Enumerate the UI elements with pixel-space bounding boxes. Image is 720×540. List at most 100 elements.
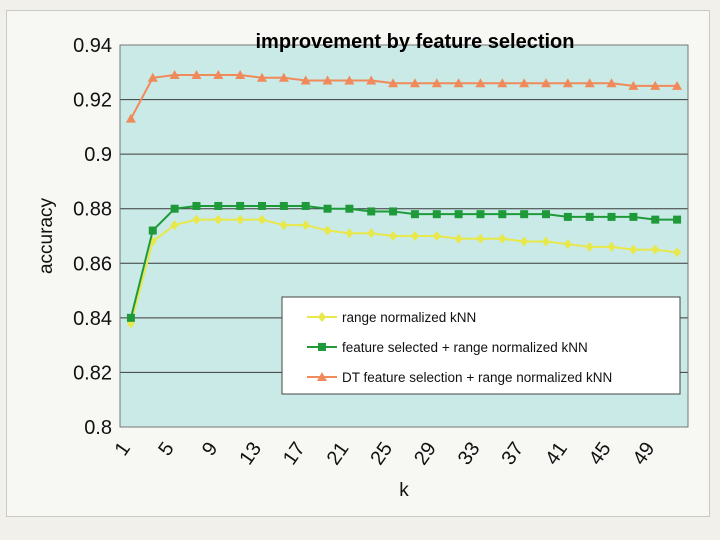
marker-triangle bbox=[672, 80, 683, 90]
y-tick-labels: 0.94 0.92 0.9 0.88 0.86 0.84 0.82 0.8 bbox=[73, 35, 112, 439]
marker-triangle bbox=[650, 80, 661, 90]
marker-diamond bbox=[345, 228, 354, 239]
marker-square bbox=[279, 201, 288, 210]
x-tick-label: 49 bbox=[629, 438, 660, 469]
x-tick-labels: 1 5 9 13 17 21 25 29 33 37 41 45 49 bbox=[111, 438, 660, 469]
marker-square bbox=[323, 204, 332, 213]
marker-square bbox=[148, 226, 157, 235]
y-tick-label: 0.86 bbox=[73, 253, 112, 275]
marker-triangle bbox=[169, 70, 180, 80]
x-tick-label: 41 bbox=[541, 438, 572, 469]
marker-square bbox=[258, 201, 266, 210]
marker-diamond bbox=[498, 233, 507, 244]
marker-square bbox=[126, 313, 135, 322]
marker-square bbox=[585, 212, 594, 221]
marker-square bbox=[520, 210, 529, 219]
x-tick-label: 1 bbox=[111, 438, 135, 460]
marker-triangle bbox=[388, 78, 399, 88]
legend-label: DT feature selection + range normalized … bbox=[342, 370, 612, 385]
x-tick-label: 13 bbox=[235, 438, 266, 469]
x-tick-label: 37 bbox=[497, 438, 528, 469]
marker-triangle bbox=[147, 72, 158, 82]
marker-triangle bbox=[278, 72, 289, 82]
marker-triangle bbox=[125, 113, 136, 123]
marker-diamond bbox=[323, 225, 332, 236]
marker-square bbox=[236, 201, 245, 210]
x-tick-label: 17 bbox=[279, 438, 310, 469]
marker-triangle bbox=[628, 80, 639, 90]
legend-item: range normalized kNN bbox=[307, 310, 476, 325]
marker-diamond bbox=[629, 244, 638, 255]
marker-square bbox=[498, 210, 507, 219]
series-2 bbox=[126, 201, 682, 322]
y-tick-label: 0.8 bbox=[84, 417, 112, 439]
marker-triangle bbox=[431, 78, 442, 88]
marker-triangle bbox=[409, 78, 420, 88]
x-tick-label: 9 bbox=[198, 438, 222, 460]
marker-diamond bbox=[651, 244, 660, 255]
series-1 bbox=[126, 214, 682, 329]
x-tick-label: 21 bbox=[323, 438, 354, 469]
marker-diamond bbox=[542, 236, 550, 247]
marker-square bbox=[607, 212, 616, 221]
chart-title: improvement by feature selection bbox=[256, 31, 575, 53]
plot-border bbox=[119, 44, 689, 428]
marker-triangle bbox=[519, 78, 530, 88]
marker-square bbox=[432, 210, 441, 219]
marker-triangle bbox=[541, 78, 551, 88]
series-3 bbox=[125, 70, 683, 123]
marker-triangle bbox=[191, 70, 202, 80]
legend: range normalized kNN feature selected + r… bbox=[281, 296, 681, 395]
marker-square bbox=[345, 204, 354, 213]
marker-square bbox=[170, 204, 179, 213]
series-group bbox=[125, 70, 683, 329]
marker-square bbox=[214, 201, 223, 210]
marker-diamond bbox=[520, 236, 529, 247]
marker-triangle bbox=[235, 70, 246, 80]
x-tick-label: 33 bbox=[454, 438, 485, 469]
marker-square bbox=[192, 201, 201, 210]
x-axis-label: k bbox=[399, 480, 409, 501]
y-tick-label: 0.94 bbox=[73, 35, 112, 57]
marker-square bbox=[301, 201, 310, 210]
marker-diamond bbox=[410, 231, 419, 241]
marker-triangle bbox=[606, 78, 617, 88]
x-tick-label: 5 bbox=[154, 438, 178, 460]
marker-square bbox=[651, 215, 660, 224]
marker-diamond bbox=[454, 233, 463, 244]
marker-diamond bbox=[585, 241, 594, 252]
marker-triangle bbox=[475, 78, 486, 88]
marker-square bbox=[629, 212, 638, 221]
marker-diamond bbox=[367, 228, 376, 239]
x-tick-label: 45 bbox=[585, 438, 616, 469]
legend-label: feature selected + range normalized kNN bbox=[342, 340, 588, 355]
marker-triangle bbox=[562, 78, 573, 88]
marker-square bbox=[476, 210, 485, 219]
marker-square bbox=[389, 207, 398, 216]
marker-triangle bbox=[344, 75, 355, 85]
marker-square bbox=[563, 212, 572, 221]
marker-square bbox=[318, 343, 326, 351]
marker-diamond bbox=[192, 214, 201, 225]
marker-diamond bbox=[607, 241, 616, 252]
y-axis-label: accuracy bbox=[36, 197, 57, 274]
marker-diamond bbox=[279, 220, 288, 231]
marker-triangle bbox=[317, 372, 327, 381]
y-tick-label: 0.92 bbox=[73, 90, 112, 112]
marker-triangle bbox=[322, 75, 333, 85]
marker-diamond bbox=[673, 247, 682, 258]
marker-triangle bbox=[453, 78, 464, 88]
marker-triangle bbox=[257, 72, 267, 82]
marker-square bbox=[673, 215, 682, 224]
y-tick-label: 0.84 bbox=[73, 308, 112, 330]
marker-diamond bbox=[236, 214, 245, 225]
marker-diamond bbox=[301, 220, 310, 231]
marker-square bbox=[367, 207, 376, 216]
marker-diamond bbox=[318, 312, 326, 322]
marker-square bbox=[410, 210, 419, 219]
legend-item: feature selected + range normalized kNN bbox=[307, 340, 588, 355]
legend-label: range normalized kNN bbox=[342, 310, 476, 325]
marker-triangle bbox=[213, 70, 224, 80]
marker-triangle bbox=[497, 78, 508, 88]
